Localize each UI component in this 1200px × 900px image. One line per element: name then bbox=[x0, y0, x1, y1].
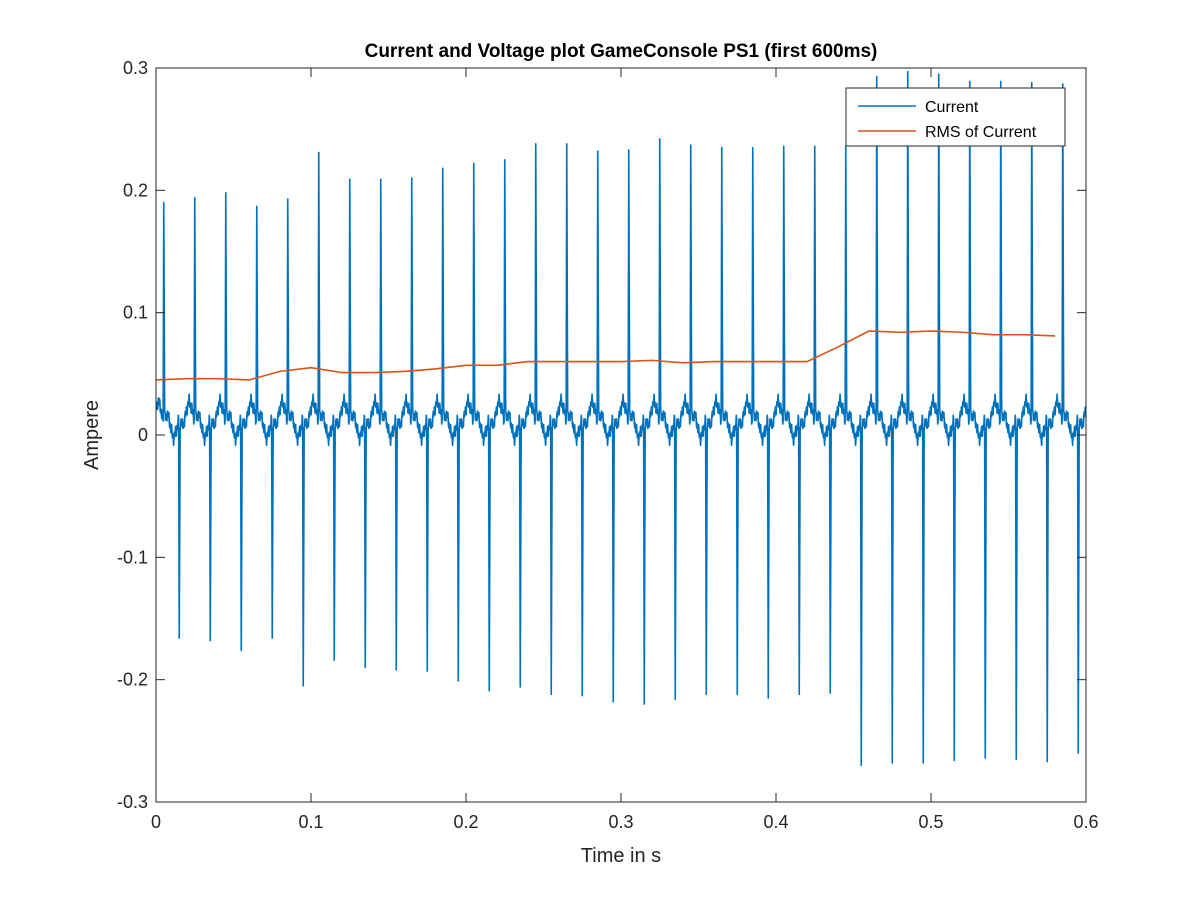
y-tick-label: 0.1 bbox=[123, 303, 148, 323]
legend: Current RMS of Current bbox=[845, 87, 1066, 147]
chart-title: Current and Voltage plot GameConsole PS1… bbox=[365, 41, 878, 62]
legend-label-rms: RMS of Current bbox=[925, 124, 1037, 141]
y-tick-label: 0.3 bbox=[123, 58, 148, 78]
x-tick-label: 0.4 bbox=[763, 812, 788, 832]
legend-label-current: Current bbox=[925, 99, 979, 116]
series-current-line bbox=[156, 70, 1086, 767]
y-tick-label: 0.2 bbox=[123, 180, 148, 200]
x-tick-label: 0.2 bbox=[453, 812, 478, 832]
series-rms-line bbox=[156, 330, 1056, 381]
x-axis-label: Time in s bbox=[581, 845, 661, 867]
x-tick-label: 0.5 bbox=[918, 812, 943, 832]
y-tick-label: -0.3 bbox=[117, 792, 148, 812]
x-tick-label: 0.3 bbox=[608, 812, 633, 832]
x-tick-label: 0 bbox=[151, 812, 161, 832]
y-axis-label: Ampere bbox=[81, 400, 103, 470]
y-tick-label: -0.2 bbox=[117, 670, 148, 690]
ticks-layer: 0 0.1 0.2 0.3 0.4 0.5 0.6 -0.3 -0.2 -0.1 0 0.1 0.2 0.… bbox=[117, 58, 1099, 832]
series-layer bbox=[156, 70, 1086, 767]
x-tick-label: 0.1 bbox=[298, 812, 323, 832]
y-tick-label: 0 bbox=[138, 425, 148, 445]
plot-area bbox=[156, 68, 1086, 802]
x-tick-label: 0.6 bbox=[1073, 812, 1098, 832]
y-tick-label: -0.1 bbox=[117, 547, 148, 567]
legend-box bbox=[845, 87, 1066, 147]
